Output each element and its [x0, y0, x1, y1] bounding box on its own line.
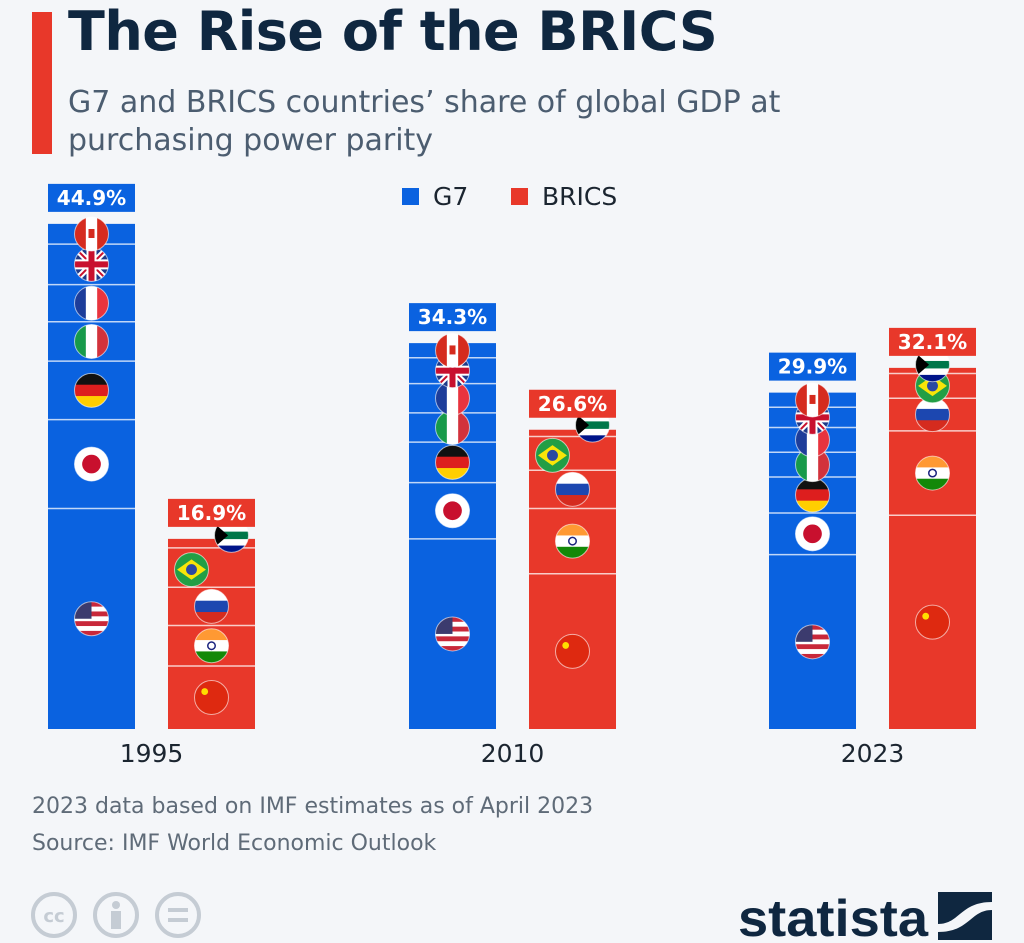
source-note: Source: IMF World Economic Outlook: [32, 831, 437, 856]
india-flag-icon: [555, 523, 590, 559]
uk-flag-icon: [74, 246, 109, 282]
china-flag-icon: [915, 604, 950, 640]
germany-flag-icon: [74, 372, 109, 408]
brazil-flag-icon: [535, 437, 570, 473]
accent-bar: [32, 12, 52, 154]
us-flag-icon: [435, 616, 470, 652]
legend-label-brics: BRICS: [542, 182, 617, 211]
total-label-box: [48, 183, 135, 212]
japan-flag-icon: [74, 446, 109, 482]
total-label-brics-2010: 26.6%: [538, 392, 607, 416]
total-label-box: [889, 327, 976, 356]
no-derivatives-icon: [155, 892, 201, 938]
germany-flag-icon: [795, 477, 830, 513]
germany-flag-icon: [435, 444, 470, 480]
india-flag-icon: [194, 628, 229, 664]
us-flag-icon: [74, 601, 109, 637]
canada-flag-icon: [435, 332, 470, 368]
canada-flag-icon: [795, 382, 830, 418]
total-label-box: [168, 498, 255, 527]
cc-icon: cc: [31, 892, 77, 938]
svg-text:statista: statista: [738, 890, 929, 943]
total-label-box: [529, 389, 616, 418]
chart-subtitle: G7 and BRICS countries’ share of global …: [68, 85, 781, 158]
total-label-brics-2023: 32.1%: [898, 330, 967, 354]
attribution-icon: [93, 892, 139, 938]
japan-flag-icon: [795, 516, 830, 552]
us-flag-icon: [795, 624, 830, 660]
total-label-box: [769, 352, 856, 381]
x-tick-label-1995: 1995: [120, 739, 184, 768]
total-label-g7-2010: 34.3%: [418, 305, 487, 329]
china-flag-icon: [555, 633, 590, 669]
legend-swatch-brics: [511, 188, 528, 205]
china-flag-icon: [194, 680, 229, 715]
france-flag-icon: [74, 285, 109, 321]
total-label-g7-1995: 44.9%: [57, 186, 126, 210]
total-label-box: [409, 303, 496, 332]
chart-title: The Rise of the BRICS: [68, 0, 718, 63]
svg-text:cc: cc: [43, 906, 64, 927]
statista-logo: statista: [738, 890, 992, 943]
total-label-brics-1995: 16.9%: [177, 501, 246, 525]
legend-swatch-g7: [402, 188, 419, 205]
india-flag-icon: [915, 455, 950, 491]
japan-flag-icon: [435, 493, 470, 529]
russia-flag-icon: [194, 588, 229, 624]
italy-flag-icon: [74, 323, 109, 359]
legend-label-g7: G7: [433, 182, 468, 211]
statista-mark-icon: [938, 892, 992, 940]
footnote: 2023 data based on IMF estimates as of A…: [32, 794, 594, 819]
brazil-flag-icon: [174, 552, 209, 588]
stacked-bar-chart: 44.9% 16.9% 1995 34.3% 26.6% 2010 29.9% 32.1% 20…: [48, 182, 976, 768]
russia-flag-icon: [555, 471, 590, 507]
total-label-g7-2023: 29.9%: [778, 355, 847, 379]
x-tick-label-2023: 2023: [841, 739, 905, 768]
canada-flag-icon: [74, 216, 109, 252]
x-tick-label-2010: 2010: [481, 739, 545, 768]
license-icons: cc: [31, 892, 201, 938]
